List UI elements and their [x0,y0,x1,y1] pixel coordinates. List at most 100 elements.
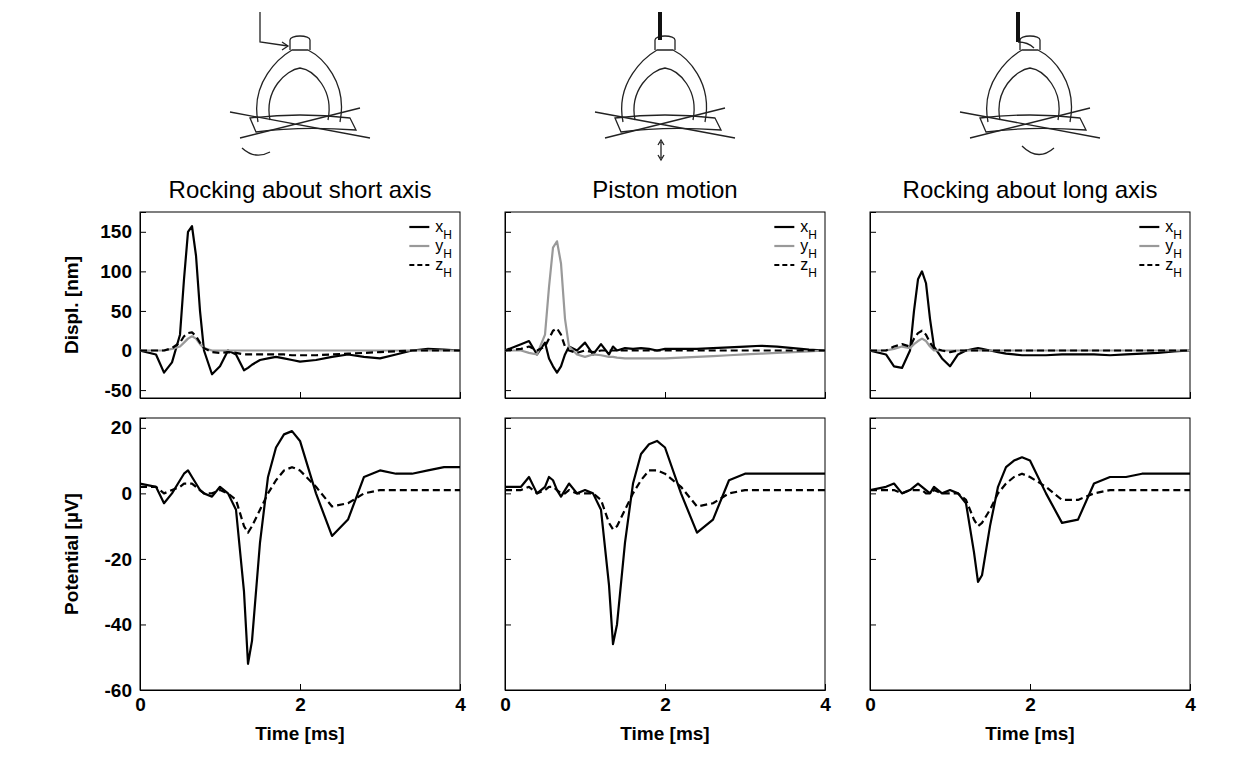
tick-label: -40 [105,614,132,635]
tick [140,392,141,398]
x-axis [871,392,1191,399]
y-axis [870,213,876,399]
tick-mark [140,559,146,560]
tick-mark [140,271,146,272]
data-line [870,339,1190,351]
tick-mark [870,311,876,312]
axis-line [506,684,826,691]
tick [825,392,826,398]
tick [1030,392,1031,398]
y-axis: -50050100150 [100,213,146,401]
tick-label: 4 [820,694,831,715]
tick-mark [505,559,511,560]
tick-label: 2 [660,694,671,715]
tick: 20 [111,417,146,438]
tick-mark [505,271,511,272]
stapes-footplate [250,115,356,132]
y-axis: -60 -40 -20 0 20 [105,417,146,700]
legend-swatch [409,245,429,247]
y-axis-title: Potential [µV] [61,493,82,615]
tick-label: -50 [105,380,132,401]
legend-swatch [774,264,794,266]
tick: 150 [100,221,146,242]
stapes-head [290,36,310,50]
tick-mark [870,684,871,690]
x-axis: 0 2 4 [500,684,831,715]
piston-arrow [658,140,664,160]
tick-mark [825,684,826,690]
tick-mark [870,392,871,398]
tick [505,428,511,429]
legend-swatch [1139,245,1159,247]
tick [870,428,876,429]
y-axis [870,419,876,691]
data-line [140,336,460,350]
tick-label: 0 [500,694,511,715]
tick: -20 [105,548,146,569]
legend: xHyHzH [409,218,452,280]
tick-mark [140,392,141,398]
data-line [870,331,1190,352]
legend-item: xH [1139,218,1182,242]
tick-mark [140,390,146,391]
stapes-arch-inner [634,68,694,120]
tick [505,493,511,494]
tick-label: -60 [105,680,132,701]
tick [870,559,876,560]
data-line [870,457,1190,582]
data-line [870,271,1190,368]
axis-line [871,684,1191,691]
tick [505,311,511,312]
stapes-footplate [980,115,1086,132]
axis-line [871,213,877,399]
data-line [505,328,825,353]
tick-label: 0 [121,483,132,504]
rotation-arrow [242,148,270,155]
tick-label: 2 [1025,694,1036,715]
tick-mark [460,684,461,690]
tick-label: 4 [455,694,466,715]
plot-lines [870,457,1190,582]
tick-mark [505,624,511,625]
data-line [505,341,825,373]
x-axis: 024 [865,684,1196,715]
tick-mark [140,428,146,429]
panel-title: Piston motion [592,176,737,203]
legend-label: zH [800,256,817,280]
panel: -50050100150xHyHzHDispl. [nm]Rocking abo… [61,176,461,401]
tick: 0 [135,684,146,715]
data-line [140,431,460,664]
panel: 024Time [ms] [865,418,1196,744]
plot-frame [140,418,460,690]
tick [300,392,301,398]
tick-mark [505,232,511,233]
tick-mark [1030,684,1031,690]
panel: xHyHzHRocking about long axis [870,176,1191,399]
legend-item: yH [409,237,452,261]
stapes-arch-inner [999,68,1059,120]
tick: 0 [865,684,876,715]
panel: -60-40-20020024Potential [µV]Time [ms] [61,417,466,744]
legend-item: zH [409,256,452,280]
data-line [505,241,825,358]
plot-frame [140,212,460,398]
tick-mark [665,684,666,690]
panel: xHyHzHPiston motion [505,176,826,399]
tick [870,390,876,391]
panel-title: Rocking about long axis [903,176,1158,203]
legend-item: yH [774,237,817,261]
tick [870,311,876,312]
tick [505,390,511,391]
tick-mark [505,311,511,312]
legend-item: yH [1139,237,1182,261]
panel-title: Rocking about short axis [169,176,432,203]
force-arrow [658,12,662,40]
stapes-arch [257,50,342,122]
tick-label: 150 [100,221,132,242]
plot-frame [505,212,825,398]
tick: 4 [455,684,466,715]
tick-label: 0 [135,694,146,715]
tick-mark [1190,392,1191,398]
tick-mark [505,493,511,494]
stapes-arch [622,50,707,122]
